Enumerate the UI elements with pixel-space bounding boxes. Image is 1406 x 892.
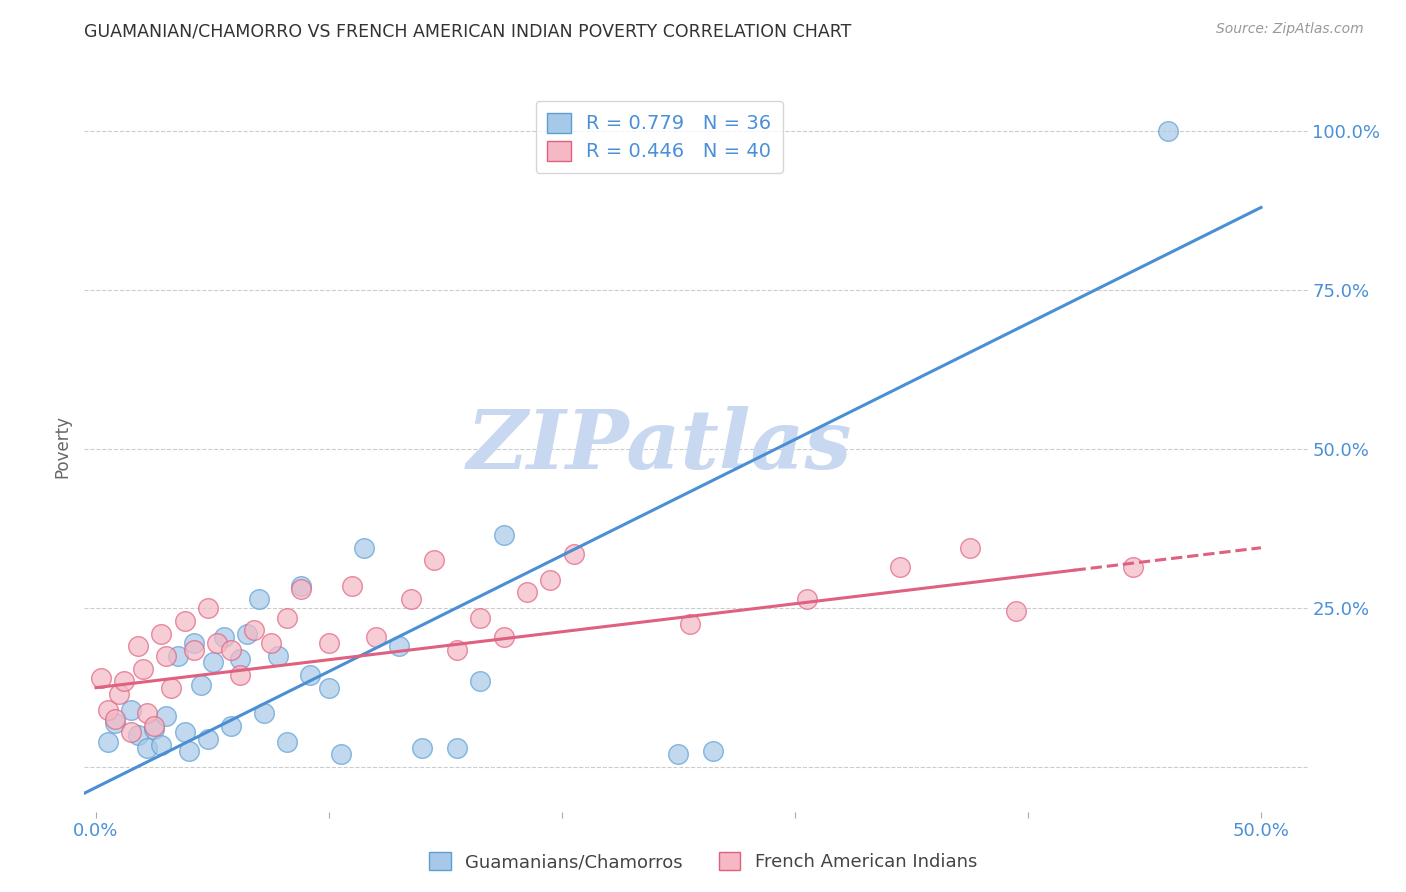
Point	[470, 674, 492, 689]
Point	[236, 626, 259, 640]
Point	[159, 681, 181, 695]
Point	[219, 719, 242, 733]
Point	[260, 636, 283, 650]
Point	[290, 579, 312, 593]
Point	[150, 738, 173, 752]
Point	[253, 706, 276, 720]
Point	[127, 728, 149, 742]
Point	[112, 674, 135, 689]
Point	[276, 735, 298, 749]
Point	[538, 573, 561, 587]
Point	[446, 741, 468, 756]
Point	[329, 747, 352, 762]
Point	[516, 585, 538, 599]
Point	[353, 541, 375, 555]
Point	[155, 648, 177, 663]
Point	[702, 744, 724, 758]
Point	[179, 744, 201, 758]
Point	[276, 611, 298, 625]
Point	[411, 741, 433, 756]
Point	[136, 741, 159, 756]
Point	[229, 652, 252, 666]
Point	[166, 648, 188, 663]
Point	[143, 722, 166, 736]
Point	[492, 630, 515, 644]
Point	[212, 630, 235, 644]
Point	[197, 731, 219, 746]
Text: Source: ZipAtlas.com: Source: ZipAtlas.com	[1216, 22, 1364, 37]
Point	[183, 642, 205, 657]
Legend: R = 0.779   N = 36, R = 0.446   N = 40: R = 0.779 N = 36, R = 0.446 N = 40	[536, 101, 783, 173]
Point	[679, 617, 702, 632]
Point	[796, 591, 818, 606]
Point	[197, 601, 219, 615]
Point	[219, 642, 242, 657]
Point	[243, 624, 266, 638]
Point	[173, 614, 195, 628]
Point	[492, 528, 515, 542]
Point	[104, 713, 127, 727]
Point	[959, 541, 981, 555]
Point	[183, 636, 205, 650]
Point	[562, 547, 585, 561]
Point	[342, 579, 364, 593]
Point	[290, 582, 312, 596]
Point	[136, 706, 159, 720]
Point	[299, 668, 322, 682]
Legend: Guamanians/Chamorros, French American Indians: Guamanians/Chamorros, French American In…	[422, 845, 984, 879]
Point	[120, 703, 142, 717]
Point	[423, 553, 446, 567]
Point	[399, 591, 422, 606]
Point	[205, 636, 228, 650]
Point	[318, 636, 340, 650]
Point	[143, 719, 166, 733]
Point	[1157, 124, 1180, 138]
Point	[97, 735, 120, 749]
Point	[120, 725, 142, 739]
Point	[247, 591, 270, 606]
Point	[229, 668, 252, 682]
Point	[446, 642, 468, 657]
Point	[889, 559, 911, 574]
Point	[1005, 604, 1028, 618]
Point	[131, 662, 153, 676]
Point	[150, 626, 173, 640]
Point	[470, 611, 492, 625]
Point	[108, 687, 131, 701]
Y-axis label: Poverty: Poverty	[53, 415, 72, 477]
Point	[267, 648, 290, 663]
Text: GUAMANIAN/CHAMORRO VS FRENCH AMERICAN INDIAN POVERTY CORRELATION CHART: GUAMANIAN/CHAMORRO VS FRENCH AMERICAN IN…	[84, 22, 852, 40]
Point	[127, 640, 149, 654]
Point	[190, 677, 212, 691]
Point	[155, 709, 177, 723]
Point	[364, 630, 387, 644]
Point	[668, 747, 690, 762]
Text: ZIPatlas: ZIPatlas	[467, 406, 852, 486]
Point	[388, 640, 411, 654]
Point	[201, 655, 224, 669]
Point	[90, 671, 112, 685]
Point	[104, 715, 127, 730]
Point	[1122, 559, 1144, 574]
Point	[173, 725, 195, 739]
Point	[97, 703, 120, 717]
Point	[318, 681, 340, 695]
